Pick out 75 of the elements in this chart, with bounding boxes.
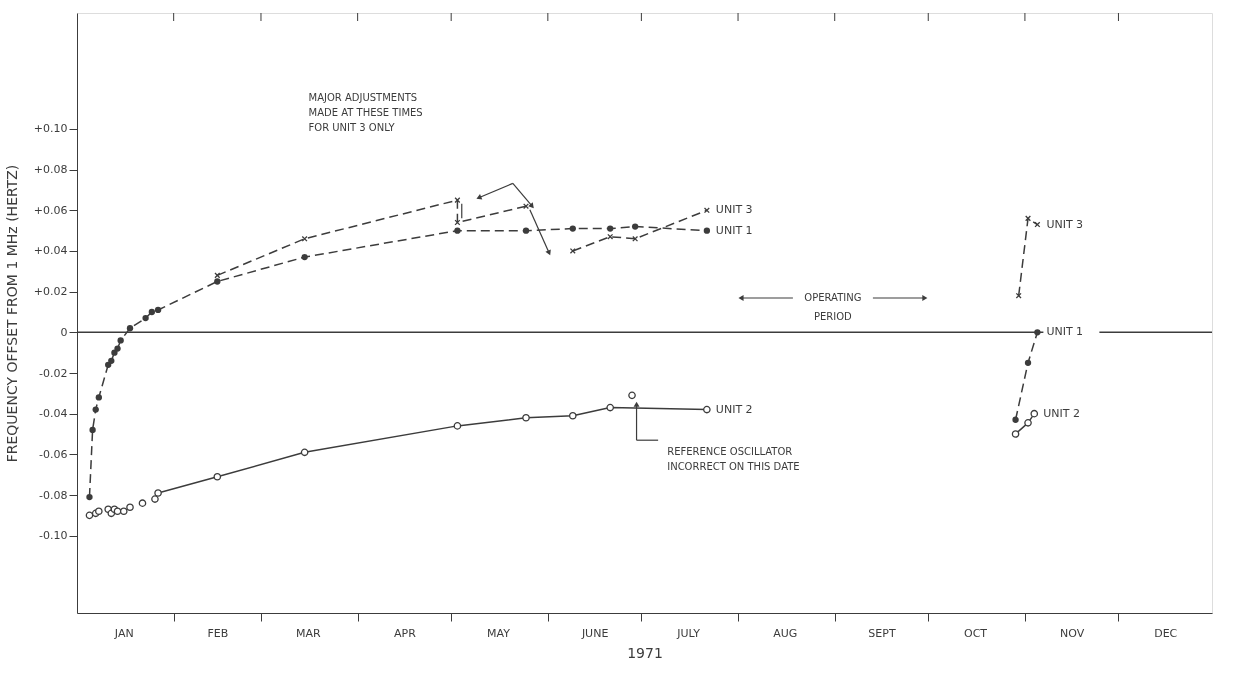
- series-label: UNIT 1: [1046, 325, 1084, 339]
- x-tick-label: SEPT: [868, 626, 896, 640]
- x-tick-label: JULY: [676, 626, 701, 640]
- point: [1034, 329, 1041, 336]
- x-axis-title: 1971: [627, 644, 663, 661]
- point: [522, 227, 530, 234]
- point: [1024, 359, 1032, 366]
- x-tick-label: FEB: [207, 626, 229, 640]
- point: [213, 472, 222, 481]
- point: [117, 337, 124, 344]
- point: [126, 503, 134, 512]
- y-tick-label: -0.08: [39, 488, 68, 502]
- annotation: MAJOR ADJUSTMENTS MADE AT THESE TIMES FOR UNIT 3 ONLY: [308, 92, 423, 134]
- point: [138, 499, 147, 507]
- point: [142, 314, 149, 322]
- point: [606, 403, 615, 412]
- point: [454, 227, 461, 234]
- series-label: UNIT 2: [1043, 406, 1081, 420]
- point: [126, 325, 134, 332]
- point: [300, 448, 309, 457]
- point: [628, 391, 636, 400]
- x-tick-label: DEC: [1154, 626, 1178, 640]
- point: [151, 495, 159, 503]
- point: [703, 405, 711, 414]
- x-tick-label: MAY: [487, 626, 511, 640]
- x-tick-label: JAN: [113, 626, 134, 640]
- point: [523, 203, 530, 210]
- point: [454, 197, 461, 204]
- y-tick-label: 0: [60, 325, 68, 339]
- y-tick-label: -0.06: [39, 447, 68, 461]
- y-tick-label: +0.02: [33, 285, 68, 299]
- point: [1030, 409, 1039, 418]
- point: [568, 411, 577, 420]
- series-label: UNIT 2: [715, 402, 753, 416]
- point: [154, 306, 162, 314]
- point: [1034, 221, 1041, 228]
- point: [301, 253, 308, 261]
- point: [95, 394, 102, 401]
- y-tick-label: +0.10: [33, 122, 68, 136]
- y-tick-label: +0.04: [33, 244, 68, 258]
- point: [85, 511, 94, 520]
- x-tick-label: NOV: [1060, 626, 1085, 640]
- point: [1011, 430, 1020, 438]
- y-tick-label: -0.02: [39, 366, 68, 380]
- point: [95, 507, 103, 516]
- point: [86, 493, 93, 501]
- x-tick-label: JUNE: [580, 626, 609, 640]
- point: [154, 489, 162, 497]
- point: [1024, 419, 1032, 427]
- x-tick-label: MAR: [295, 626, 321, 640]
- y-tick-label: -0.04: [39, 407, 68, 421]
- series-label: UNIT 1: [715, 223, 753, 237]
- point: [119, 507, 128, 516]
- x-tick-label: AUG: [773, 626, 798, 640]
- point: [522, 413, 530, 422]
- series-label: UNIT 3: [715, 203, 753, 217]
- y-axis-title: FREQUENCY OFFSET FROM 1 MHz (HERTZ): [3, 164, 20, 463]
- y-tick-label: +0.06: [33, 203, 68, 217]
- point: [214, 278, 221, 285]
- annotation: REFERENCE OSCILLATOR INCORRECT ON THIS DATE: [667, 445, 800, 472]
- point: [1012, 416, 1019, 423]
- y-tick-label: +0.08: [33, 163, 68, 177]
- point: [1025, 215, 1032, 222]
- point: [89, 426, 96, 434]
- x-tick-label: OCT: [963, 626, 988, 640]
- point: [301, 235, 308, 242]
- point: [453, 422, 462, 430]
- series-label: UNIT 3: [1046, 217, 1084, 231]
- point: [108, 357, 115, 364]
- point: [114, 345, 121, 352]
- annotation: OPERATING PERIOD: [804, 292, 862, 322]
- point: [92, 406, 99, 413]
- point: [148, 308, 155, 316]
- x-tick-label: APR: [394, 626, 417, 640]
- y-tick-label: -0.10: [39, 529, 68, 543]
